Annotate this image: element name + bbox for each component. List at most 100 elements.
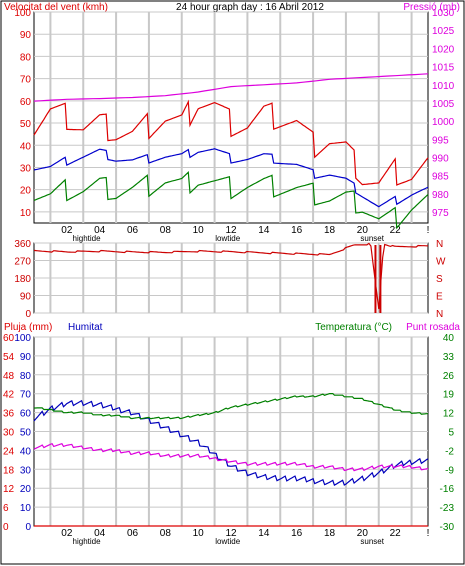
x-tick-label: ! [427,225,430,236]
x-tick-label: 14 [258,528,270,539]
humidity-tick-label: 60 [20,409,32,420]
temperature-tick-label: 33 [443,352,455,363]
humidity-tick-label: 80 [20,371,32,382]
rain-axis-label: Pluja (mm) [4,322,52,333]
chart-title: 24 hour graph day : 16 Abril 2012 [176,2,324,13]
series-humidity [33,399,429,486]
x-tick-label: 08 [160,528,172,539]
x-tick-label: 22 [390,528,402,539]
y2-tick-label: 985 [432,172,449,183]
x-event-label: hightide [73,234,102,243]
x-tick-label: 10 [193,528,205,539]
left-axis-label: Velocitat del vent (kmh) [4,2,108,13]
temperature-tick-label: -9 [445,465,454,476]
right-axis-label: Pressió (mb) [403,2,460,13]
series-wind_avg [33,148,429,208]
y2-tick-label: 1000 [432,117,455,128]
y-tick-label: 60 [20,97,32,108]
x-tick-label: 02 [61,225,73,236]
x-tick-label: 16 [291,225,303,236]
temperature-tick-label: -23 [440,503,455,514]
dewpoint-axis-label: Punt rosada [406,322,460,333]
x-tick-label: 08 [160,225,172,236]
y-tick-label: 80 [20,52,32,63]
humidity-tick-label: 10 [20,503,32,514]
y-tick-label: 40 [20,141,32,152]
x-tick-label: 02 [61,528,73,539]
compass-label: S [436,274,443,285]
humidity-tick-label: 20 [20,484,32,495]
series-pressure [33,73,429,102]
temperature-tick-label: 19 [443,390,455,401]
x-event-label: lowtide [215,234,240,243]
rain-tick-label: 12 [3,484,15,495]
temperature-tick-label: 26 [443,371,455,382]
x-tick-label: 06 [127,528,139,539]
y-tick-label: 30 [20,163,32,174]
x-tick-label: 18 [324,528,336,539]
x-tick-label: 06 [127,225,139,236]
y-tick-label: 50 [20,119,32,130]
compass-label: N [436,309,443,320]
rain-tick-label: 18 [3,465,15,476]
rain-tick-label: 0 [3,522,9,533]
rain-tick-label: 24 [3,446,15,457]
rain-tick-label: 36 [3,409,15,420]
series-wind_min [33,171,429,230]
series-temperature [34,393,429,420]
x-tick-label: 20 [357,225,369,236]
humidity-tick-label: 0 [25,522,31,533]
rain-tick-label: 42 [3,390,15,401]
series-wind-direction [33,242,429,310]
x-tick-label: 12 [225,528,237,539]
x-tick-label: 04 [94,528,106,539]
temperature-tick-label: -30 [440,522,455,533]
y-tick-label: 270 [14,257,31,268]
x-event-label: sunset [360,537,384,546]
rain-tick-label: 54 [3,352,15,363]
y2-tick-label: 1025 [432,26,455,37]
temperature-tick-label: -2 [445,446,454,457]
temperature-tick-label: 12 [443,409,455,420]
x-tick-label: 16 [291,528,303,539]
y-tick-label: 0 [25,309,31,320]
rain-tick-label: 48 [3,371,15,382]
y2-tick-label: 1020 [432,44,455,55]
x-tick-label: ! [427,528,430,539]
y-tick-label: 360 [14,239,31,250]
x-event-label: hightide [73,537,102,546]
temperature-tick-label: 40 [443,333,455,344]
y2-tick-label: 975 [432,208,449,219]
humidity-tick-label: 90 [20,352,32,363]
y-tick-label: 20 [20,186,32,197]
y2-tick-label: 1010 [432,81,455,92]
y-tick-label: 70 [20,75,32,86]
temperature-axis-label: Temperatura (°C) [315,322,392,333]
humidity-tick-label: 70 [20,390,32,401]
y-tick-label: 90 [20,30,32,41]
y-tick-label: 90 [20,292,32,303]
x-event-label: lowtide [215,537,240,546]
y-tick-label: 180 [14,274,31,285]
y-tick-label: 10 [20,208,32,219]
temperature-tick-label: 5 [448,428,454,439]
series-wind_max [33,99,429,186]
x-tick-label: 22 [390,225,402,236]
compass-label: E [436,292,443,303]
humidity-axis-label: Humitat [68,322,103,333]
x-tick-label: 18 [324,225,336,236]
x-tick-label: 04 [94,225,106,236]
series-dewpoint [33,442,429,472]
x-tick-label: 12 [225,225,237,236]
y2-tick-label: 990 [432,154,449,165]
y2-tick-label: 1005 [432,99,455,110]
rain-tick-label: 30 [3,428,15,439]
rain-tick-label: 60 [3,333,15,344]
x-event-label: sunset [360,234,384,243]
x-tick-label: 10 [193,225,205,236]
humidity-tick-label: 40 [20,446,32,457]
y2-tick-label: 1015 [432,63,455,74]
x-tick-label: 20 [357,528,369,539]
